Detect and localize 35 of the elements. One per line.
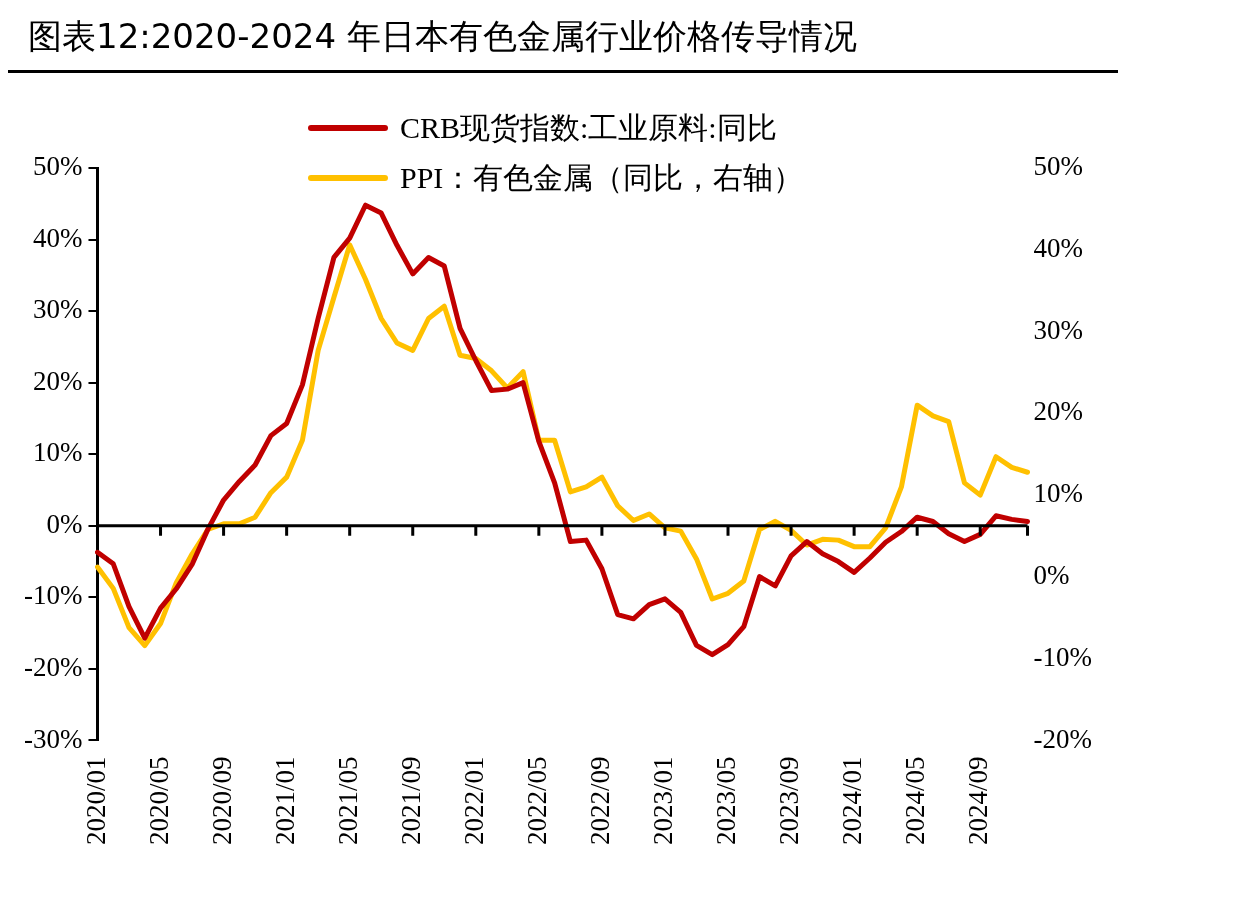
legend-label: PPI：有色金属（同比，右轴）	[400, 159, 804, 196]
y2-tick-label: 40%	[1033, 232, 1084, 263]
x-tick-label: 2023/01	[648, 756, 679, 846]
y-tick-label: -10%	[24, 580, 83, 611]
y-tick-label: -20%	[24, 652, 83, 683]
y-tick-label: 30%	[32, 294, 83, 325]
x-tick-label: 2023/05	[711, 756, 742, 846]
x-tick-label: 2020/09	[206, 756, 237, 846]
x-tick-label: 2021/05	[332, 756, 363, 846]
y-tick-label: 20%	[32, 365, 83, 396]
y2-tick-label: -20%	[1033, 723, 1092, 754]
y-tick-label: 10%	[32, 437, 83, 468]
y2-tick-label: 0%	[1033, 560, 1070, 591]
y2-tick-label: 10%	[1033, 478, 1084, 509]
y2-tick-label: 30%	[1033, 314, 1084, 345]
x-tick-label: 2022/01	[458, 756, 489, 846]
x-tick-label: 2022/05	[521, 756, 552, 846]
x-tick-label: 2023/09	[774, 756, 805, 846]
chart-title: 图表12:2020-2024 年日本有色金属行业价格传导情况	[8, 8, 1118, 73]
legend-label: CRB现货指数:工业原料:同比	[400, 109, 777, 146]
y-tick-label: 50%	[32, 151, 83, 182]
x-tick-label: 2022/09	[585, 756, 615, 846]
y2-tick-label: -10%	[1033, 641, 1092, 672]
x-tick-label: 2020/01	[80, 756, 111, 846]
y-tick-label: 0%	[46, 508, 83, 539]
x-tick-label: 2024/01	[837, 756, 868, 846]
y-tick-label: 40%	[32, 222, 83, 253]
x-tick-label: 2024/09	[963, 756, 994, 846]
y2-tick-label: 20%	[1033, 396, 1084, 427]
x-tick-label: 2021/09	[395, 756, 426, 846]
x-tick-label: 2021/01	[269, 756, 300, 846]
y2-tick-label: 50%	[1033, 151, 1084, 182]
x-tick-label: 2020/05	[143, 756, 174, 846]
x-tick-label: 2024/05	[900, 756, 931, 846]
y-tick-label: -30%	[24, 723, 83, 754]
